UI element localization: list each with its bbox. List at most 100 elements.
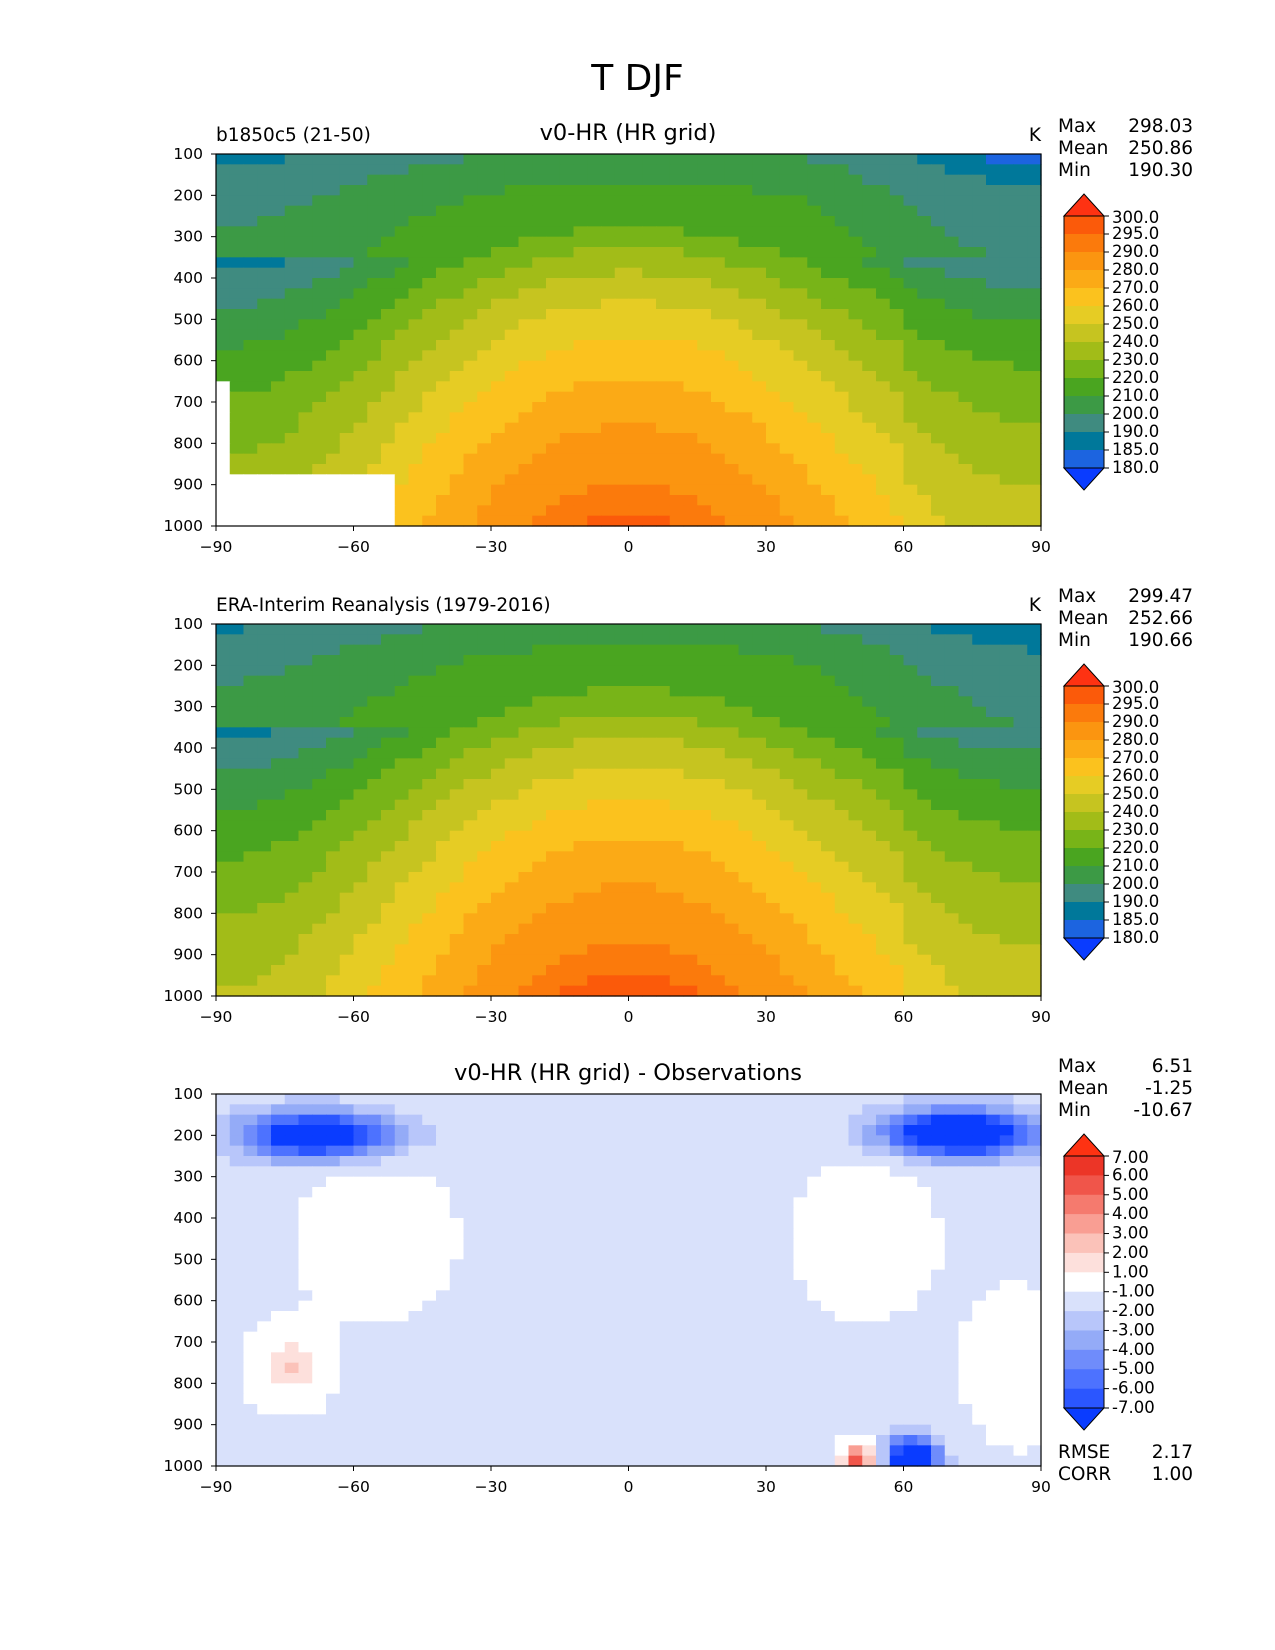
- contour-cell: [367, 412, 382, 424]
- contour-cell: [752, 205, 767, 217]
- contour-cell: [312, 329, 327, 341]
- contour-cell: [1027, 1135, 1042, 1147]
- contour-cell: [518, 236, 533, 248]
- contour-cell: [491, 236, 506, 248]
- contour-cell: [394, 892, 410, 904]
- contour-cell: [326, 872, 341, 883]
- contour-cell: [229, 727, 245, 739]
- contour-cell: [436, 944, 451, 956]
- contour-cell: [972, 195, 987, 207]
- contour-cell: [284, 923, 300, 935]
- contour-cell: [944, 464, 960, 475]
- contour-cell: [724, 810, 740, 821]
- contour-cell: [449, 1094, 465, 1105]
- contour-cell: [559, 923, 575, 935]
- contour-cell: [986, 1114, 1001, 1126]
- contour-cell: [711, 329, 726, 341]
- contour-cell: [628, 851, 643, 863]
- contour-cell: [793, 975, 808, 987]
- contour-cell: [216, 799, 231, 811]
- contour-cell: [711, 247, 726, 258]
- contour-cell: [559, 505, 575, 517]
- contour-cell: [821, 381, 836, 393]
- contour-cell: [257, 851, 272, 863]
- contour-cell: [463, 371, 478, 382]
- contour-cell: [807, 748, 822, 759]
- contour-cell: [848, 185, 863, 196]
- contour-cell: [793, 768, 808, 780]
- contour-cell: [394, 515, 410, 527]
- contour-cell: [669, 975, 685, 987]
- colorbar-label: 240.0: [1112, 332, 1159, 351]
- contour-cell: [216, 381, 231, 393]
- contour-cell: [532, 195, 547, 207]
- contour-cell: [381, 810, 396, 821]
- contour-cell: [628, 350, 643, 362]
- contour-cell: [876, 350, 891, 362]
- contour-cell: [601, 789, 616, 801]
- contour-cell: [367, 1104, 382, 1116]
- contour-cell: [958, 954, 973, 966]
- contour-cell: [573, 474, 588, 486]
- contour-cell: [326, 360, 341, 372]
- contour-cell: [697, 453, 712, 465]
- contour-cell: [326, 505, 341, 517]
- contour-cell: [491, 768, 506, 780]
- contour-cell: [999, 934, 1015, 945]
- contour-cell: [284, 934, 300, 945]
- contour-cell: [711, 1094, 726, 1105]
- contour-cell: [216, 1094, 231, 1105]
- contour-cell: [711, 371, 726, 382]
- contour-cell: [614, 975, 630, 987]
- contour-cell: [986, 247, 1001, 258]
- contour-cell: [463, 872, 478, 883]
- contour-cell: [848, 810, 863, 821]
- contour-cell: [917, 799, 932, 811]
- contour-cell: [848, 799, 863, 811]
- contour-cell: [752, 944, 767, 956]
- contour-cell: [326, 495, 341, 506]
- contour-cell: [339, 484, 355, 496]
- contour-cell: [656, 820, 671, 832]
- contour-cell: [944, 686, 960, 697]
- contour-cell: [738, 443, 753, 455]
- contour-cell: [504, 768, 520, 780]
- contour-cell: [876, 975, 891, 987]
- contour-cell: [367, 892, 382, 904]
- contour-cell: [862, 1166, 877, 1178]
- contour-cell: [889, 934, 905, 945]
- contour-cell: [312, 779, 327, 790]
- contour-cell: [394, 278, 410, 289]
- contour-cell: [408, 257, 423, 269]
- contour-cell: [889, 975, 905, 987]
- contour-cell: [683, 1145, 698, 1157]
- colorbar-label: 290.0: [1112, 242, 1159, 261]
- contour-cell: [669, 433, 685, 444]
- contour-cell: [449, 923, 465, 935]
- contour-cell: [477, 696, 492, 708]
- contour-cell: [532, 278, 547, 289]
- contour-cell: [463, 402, 478, 413]
- contour-cell: [1013, 288, 1028, 300]
- contour-cell: [834, 624, 850, 635]
- contour-cell: [656, 923, 671, 935]
- contour-cell: [697, 360, 712, 372]
- contour-cell: [614, 727, 630, 739]
- contour-cell: [216, 495, 231, 506]
- contour-cell: [216, 164, 231, 176]
- contour-cell: [477, 655, 492, 666]
- contour-cell: [436, 174, 451, 186]
- contour-cell: [559, 913, 575, 925]
- contour-cell: [284, 381, 300, 393]
- contour-cell: [628, 1156, 643, 1167]
- contour-cell: [1013, 810, 1028, 821]
- contour-cell: [793, 758, 808, 770]
- contour-cell: [986, 655, 1001, 666]
- contour-cell: [738, 665, 753, 677]
- contour-cell: [229, 923, 245, 935]
- contour-cell: [903, 505, 918, 517]
- contour-cell: [326, 474, 341, 486]
- contour-cell: [257, 216, 272, 227]
- contour-cell: [504, 965, 520, 976]
- contour-cell: [312, 841, 327, 852]
